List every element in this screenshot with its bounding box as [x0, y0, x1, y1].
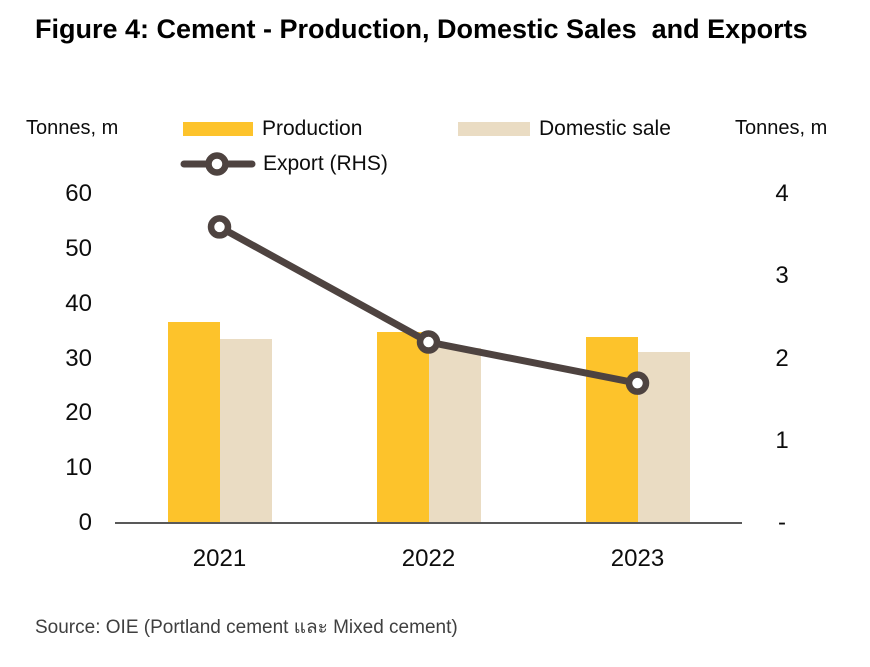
- bar-domestic-sale-2021: [219, 339, 272, 523]
- left-axis-tick-20: 20: [65, 399, 92, 427]
- x-axis-line: [115, 522, 742, 524]
- legend-item-production: Production: [183, 117, 362, 141]
- figure-title: Figure 4: Cement - Production, Domestic …: [35, 14, 808, 44]
- left-axis-tick-10: 10: [65, 454, 92, 482]
- x-axis-label-2023: 2023: [610, 545, 665, 572]
- legend-item-domestic-sale: Domestic sale: [458, 117, 671, 141]
- bar-production-2021: [167, 322, 220, 523]
- production-swatch-icon: [183, 122, 253, 136]
- left-axis-tick-0: 0: [78, 509, 92, 536]
- legend-label-production: Production: [262, 117, 363, 140]
- domestic-sale-swatch-icon: [458, 122, 530, 136]
- left-axis-tick-40: 40: [65, 289, 92, 317]
- left-axis-tick-50: 50: [65, 234, 92, 262]
- x-axis-label-2022: 2022: [401, 545, 456, 572]
- left-axis-tick-30: 30: [65, 344, 92, 372]
- bar-domestic-sale-2022: [428, 347, 481, 523]
- export-line-marker-icon: [180, 152, 256, 176]
- export-marker-2021: [207, 215, 232, 239]
- right-axis-tick-4: 4: [775, 180, 789, 207]
- legend-label-domestic-sale: Domestic sale: [539, 117, 671, 140]
- source-note: Source: OIE (Portland cement และ Mixed c…: [35, 617, 458, 638]
- right-axis-unit-label: Tonnes, m: [735, 117, 828, 139]
- right-axis-tick-2: 2: [775, 344, 789, 372]
- legend-label-export: Export (RHS): [263, 152, 388, 175]
- left-axis-unit-label: Tonnes, m: [26, 117, 119, 139]
- left-axis-tick-60: 60: [65, 180, 92, 207]
- x-axis-label-2021: 2021: [192, 545, 247, 572]
- right-axis-tick-3: 3: [775, 262, 789, 290]
- bar-production-2022: [376, 332, 429, 523]
- bar-domestic-sale-2023: [637, 352, 690, 523]
- bar-production-2023: [585, 337, 638, 523]
- legend-item-export: Export (RHS): [180, 150, 388, 178]
- right-axis-tick-1: 1: [775, 426, 789, 454]
- right-axis-tick--: -: [778, 509, 786, 536]
